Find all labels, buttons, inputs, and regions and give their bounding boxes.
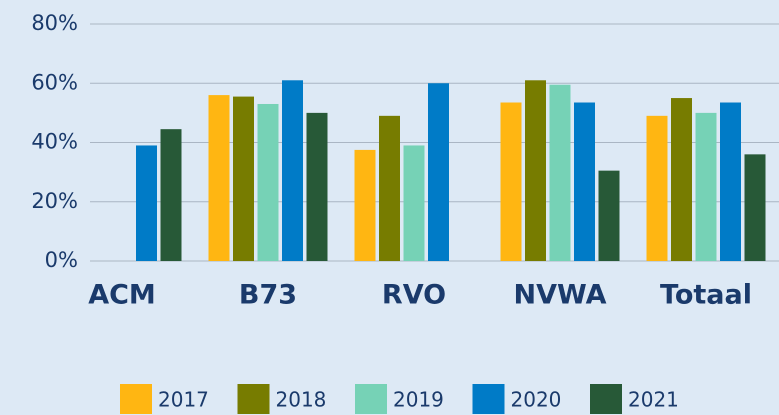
bar	[549, 84, 571, 261]
bar	[136, 145, 157, 261]
x-tick-label: RVO	[382, 280, 446, 311]
legend-label: 2020	[511, 388, 562, 412]
bar	[646, 115, 668, 262]
x-tick-label: ACM	[88, 280, 156, 311]
bar	[160, 129, 182, 261]
legend-swatch	[355, 384, 387, 414]
y-tick-label: 0%	[45, 248, 78, 272]
bar	[257, 103, 279, 261]
bar	[500, 102, 522, 261]
bar	[720, 102, 741, 261]
legend-swatch	[237, 384, 270, 414]
bar	[744, 154, 766, 261]
bar	[282, 80, 303, 261]
legend-label: 2017	[158, 388, 209, 412]
bar	[233, 96, 254, 261]
x-tick-label: B73	[239, 280, 297, 311]
legend-swatch	[120, 384, 152, 414]
bar	[574, 102, 595, 261]
legend-swatch	[590, 384, 622, 414]
bar	[354, 149, 376, 261]
legend-label: 2019	[393, 388, 444, 412]
y-tick-label: 60%	[31, 70, 78, 94]
y-tick-label: 20%	[31, 189, 78, 213]
bar	[208, 95, 230, 261]
legend-label: 2021	[628, 388, 679, 412]
y-tick-label: 40%	[31, 130, 78, 154]
bar	[671, 98, 692, 261]
bar	[525, 80, 546, 261]
y-tick-label: 80%	[31, 11, 78, 35]
x-tick-label: NVWA	[514, 280, 607, 311]
legend-label: 2018	[276, 388, 327, 412]
bar	[379, 115, 400, 262]
legend-swatch	[472, 384, 505, 414]
bar	[428, 83, 449, 261]
bar	[598, 170, 620, 261]
bar	[695, 112, 717, 261]
bar	[403, 145, 425, 261]
bar	[306, 112, 328, 261]
x-tick-label: Totaal	[660, 280, 752, 311]
